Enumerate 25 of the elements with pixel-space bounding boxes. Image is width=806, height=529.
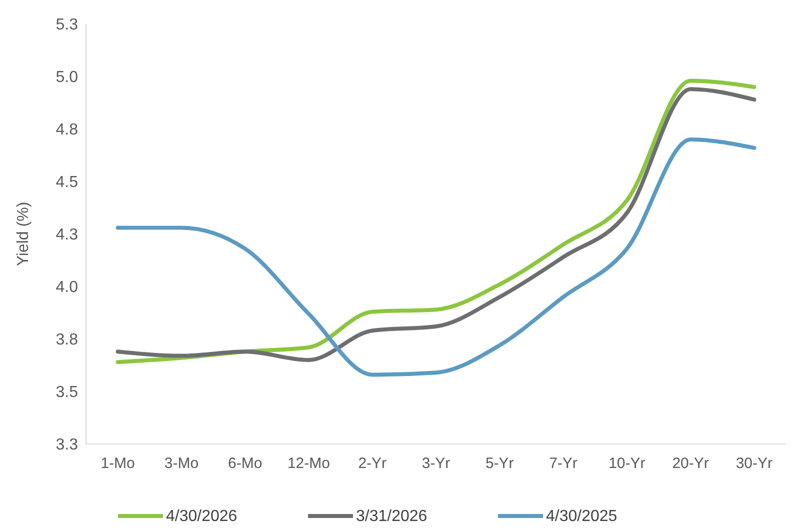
- y-tick-label: 4.3: [56, 226, 78, 244]
- y-tick-label: 5.0: [56, 69, 78, 86]
- x-tick-label: 2-Yr: [358, 455, 387, 472]
- x-tick-label: 20-Yr: [672, 455, 709, 472]
- x-tick-label: 3-Yr: [422, 455, 450, 472]
- y-tick-label: 3.5: [56, 384, 78, 402]
- y-tick-label: 3.3: [56, 436, 78, 454]
- x-tick-label: 5-Yr: [485, 455, 514, 472]
- legend-label: 3/31/2026: [356, 508, 428, 525]
- legend-label: 4/30/2026: [166, 508, 238, 525]
- legend-label: 4/30/2025: [546, 508, 618, 525]
- line-series: [116, 138, 756, 377]
- y-tick-label: 5.3: [56, 16, 78, 34]
- y-tick-label: 4.0: [56, 279, 78, 296]
- x-tick-label: 12-Mo: [287, 455, 330, 472]
- x-tick-label: 30-Yr: [736, 455, 773, 472]
- x-tick-label: 1-Mo: [100, 455, 135, 472]
- x-tick-label: 6-Mo: [228, 455, 262, 472]
- x-tick-label: 3-Mo: [164, 455, 199, 472]
- y-tick-label: 4.8: [56, 122, 78, 139]
- y-tick-label: 4.5: [56, 174, 78, 192]
- y-axis-title: Yield (%): [15, 202, 32, 266]
- x-tick-label: 7-Yr: [549, 455, 578, 472]
- x-tick-label: 10-Yr: [608, 455, 646, 472]
- y-tick-label: 3.8: [56, 332, 78, 349]
